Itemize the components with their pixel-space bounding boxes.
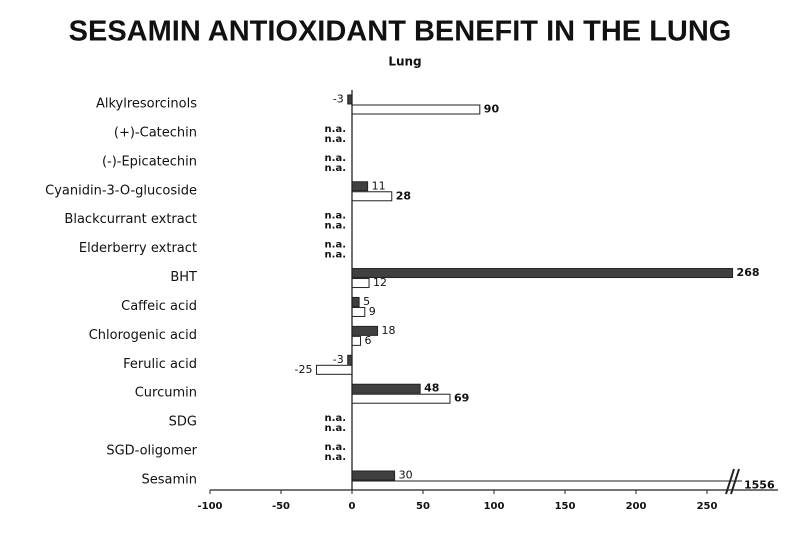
value-label: -25 — [295, 363, 313, 376]
x-tick-label: 150 — [555, 501, 576, 512]
bar — [351, 181, 369, 192]
value-label: n.a. — [325, 134, 346, 145]
axis-break — [725, 468, 740, 495]
chart-title: SESAMIN ANTIOXIDANT BENEFIT IN THE LUNG — [69, 16, 732, 48]
x-tick-label: 250 — [697, 501, 718, 512]
value-label: n.a. — [325, 211, 346, 222]
y-tick-label: Sesamin — [141, 473, 197, 488]
y-tick-label: Ferulic acid — [123, 357, 197, 372]
y-tick-label: Elderberry extract — [79, 241, 197, 256]
value-label: n.a. — [325, 221, 346, 232]
y-tick-label: (-)-Epicatechin — [102, 154, 197, 169]
y-tick-label: BHT — [170, 270, 197, 285]
value-label: 18 — [382, 324, 396, 337]
y-tick-label: Cyanidin-3-O-glucoside — [45, 183, 197, 198]
value-label: 1556 — [744, 479, 775, 492]
y-tick-label: (+)-Catechin — [114, 125, 197, 140]
x-tick-label: -50 — [272, 501, 290, 512]
bar — [351, 278, 370, 289]
x-tick-label: 200 — [626, 501, 647, 512]
bars — [316, 94, 742, 491]
y-tick-label: Caffeic acid — [121, 299, 197, 314]
value-label: n.a. — [325, 240, 346, 251]
value-label: 5 — [363, 295, 370, 308]
bar — [351, 335, 362, 346]
value-label: n.a. — [325, 163, 346, 174]
value-label: 90 — [484, 103, 500, 116]
value-label: -3 — [333, 353, 344, 366]
value-label: 11 — [372, 179, 386, 192]
value-label: n.a. — [325, 442, 346, 453]
value-label: n.a. — [325, 423, 346, 434]
value-label: 12 — [373, 276, 387, 289]
x-tick-label: 0 — [349, 501, 356, 512]
value-label: 30 — [399, 469, 413, 482]
x-tick-label: 50 — [416, 501, 430, 512]
value-label: 48 — [424, 382, 439, 395]
bar — [351, 306, 366, 317]
bar — [351, 191, 393, 202]
value-label: 9 — [369, 305, 376, 318]
bar — [316, 364, 353, 375]
y-tick-label: Curcumin — [135, 386, 197, 401]
value-label: 28 — [396, 189, 411, 202]
value-label: 69 — [454, 392, 469, 405]
value-label: -3 — [333, 93, 344, 106]
bar — [351, 268, 734, 279]
bar — [351, 383, 421, 394]
value-label: n.a. — [325, 250, 346, 261]
bar — [351, 104, 481, 115]
value-label: 6 — [365, 334, 372, 347]
y-tick-label: Alkylresorcinols — [96, 97, 197, 112]
y-tick-label: SDG — [169, 415, 197, 430]
value-label: n.a. — [325, 124, 346, 135]
bar — [351, 470, 396, 481]
value-label: n.a. — [325, 153, 346, 164]
x-tick-label: 100 — [484, 501, 505, 512]
y-tick-label: Chlorogenic acid — [89, 328, 197, 343]
y-tick-label: Blackcurrant extract — [64, 212, 197, 227]
x-tick-label: -100 — [197, 501, 222, 512]
y-tick-label: SGD-oligomer — [106, 444, 197, 459]
value-label: 268 — [737, 266, 760, 279]
bar — [351, 296, 360, 307]
value-label: n.a. — [325, 413, 346, 424]
chart-subtitle: Lung — [388, 55, 421, 69]
bar — [351, 393, 451, 404]
value-label: n.a. — [325, 452, 346, 463]
